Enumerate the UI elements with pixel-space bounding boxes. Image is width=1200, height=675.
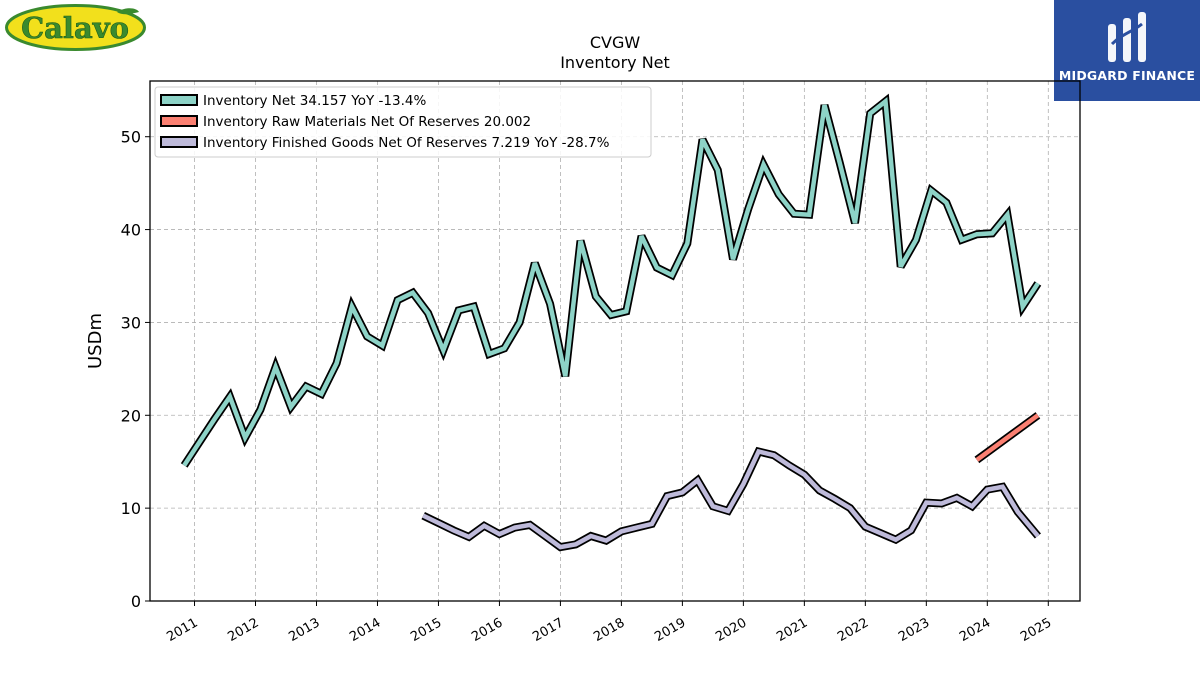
x-tick-label: 2013	[286, 615, 322, 645]
x-tick-label: 2012	[225, 615, 261, 645]
x-tick-label: 2016	[469, 615, 505, 645]
x-axis: 2011 2012 2013 2014 2015 2016 2017 2018 2019 2020…	[164, 601, 1054, 645]
calavo-leaf-icon	[117, 8, 139, 15]
x-tick-label: 2017	[530, 615, 566, 645]
x-tick-label: 2022	[835, 615, 871, 645]
x-tick-label: 2014	[347, 615, 383, 645]
midgard-finance-logo: MIDGARD FINANCE	[1054, 0, 1200, 101]
series-line-3-outline	[421, 446, 1041, 552]
y-axis-label: USDm	[85, 313, 106, 369]
midgard-emblem-icon	[1108, 12, 1146, 62]
x-tick-label: 2018	[591, 615, 627, 645]
series-line-1	[182, 97, 1040, 467]
y-tick-label: 10	[121, 499, 141, 518]
grid-lines	[150, 81, 1080, 601]
x-tick-label: 2020	[713, 615, 749, 645]
legend: Inventory Net 34.157 YoY -13.4% Inventory…	[154, 86, 652, 158]
y-tick-label: 50	[121, 128, 141, 147]
legend-swatch	[160, 94, 198, 106]
legend-box	[154, 86, 652, 158]
legend-swatch	[160, 136, 198, 148]
chart-subtitle: Inventory Net	[560, 53, 670, 72]
x-tick-label: 2021	[774, 615, 810, 645]
calavo-logo-oval	[5, 4, 146, 51]
calavo-logo-text: Calavo	[21, 11, 129, 45]
x-tick-label: 2024	[957, 615, 993, 645]
x-tick-label: 2011	[164, 615, 200, 645]
plot-area-frame	[149, 80, 1081, 602]
legend-label: Inventory Finished Goods Net Of Reserves…	[203, 135, 610, 151]
y-tick-label: 20	[121, 406, 141, 425]
series-line-2	[975, 413, 1040, 462]
x-tick-label: 2025	[1018, 615, 1054, 645]
legend-swatch	[160, 115, 198, 127]
legend-label: Inventory Net 34.157 YoY -13.4%	[203, 93, 426, 109]
series-lines	[180, 93, 1042, 552]
x-tick-label: 2015	[408, 615, 444, 645]
legend-label: Inventory Raw Materials Net Of Reserves …	[203, 114, 531, 130]
x-tick-label: 2019	[652, 615, 688, 645]
chart-title: CVGW	[590, 33, 641, 52]
series-line-3	[422, 448, 1040, 550]
calavo-logo: Calavo	[5, 4, 146, 51]
midgard-finance-label: MIDGARD FINANCE	[1058, 68, 1196, 83]
y-tick-label: 0	[131, 592, 141, 611]
x-tick-label: 2023	[896, 615, 932, 645]
y-axis: 0 10 20 30 40 50	[121, 128, 150, 611]
y-tick-label: 30	[121, 313, 141, 332]
y-tick-label: 40	[121, 221, 141, 240]
